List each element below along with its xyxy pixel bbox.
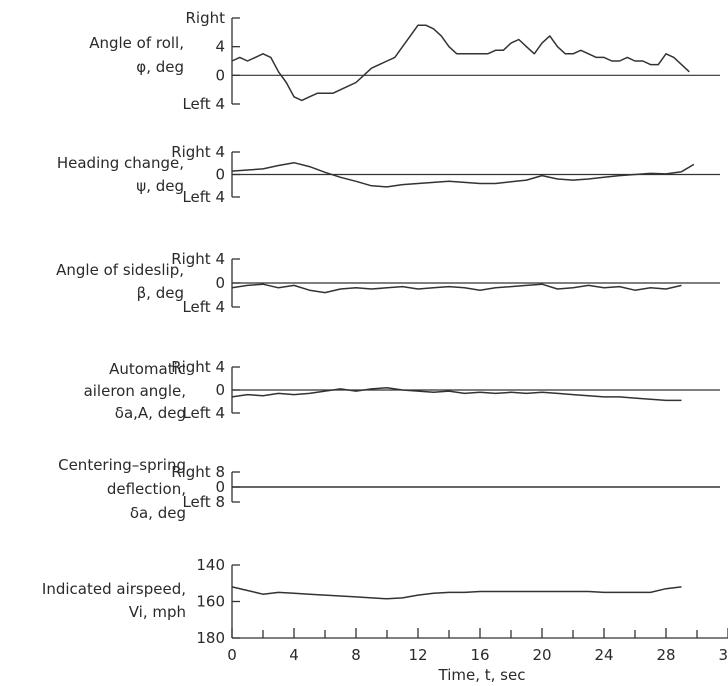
spring-tick-label-0: Right 8 (171, 463, 225, 481)
heading-tick-label-1: 0 (215, 166, 225, 184)
time-tick-label-2: 8 (351, 646, 361, 664)
airspeed-tick-label-0: 140 (196, 556, 225, 574)
aileron-tick-label-2: Left 4 (182, 404, 225, 422)
time-tick-label-4: 16 (470, 646, 489, 664)
roll-label-line-1: φ, deg (136, 58, 184, 76)
time-tick-label-5: 20 (532, 646, 551, 664)
roll-tick-label-3: Left 4 (182, 95, 225, 113)
airspeed-tick-label-1: 160 (196, 593, 225, 611)
time-tick-label-8: 32 (718, 646, 728, 664)
sideslip-trace (231, 283, 682, 294)
heading-label-line-0: Heading change, (57, 154, 184, 172)
aileron-trace (231, 386, 682, 402)
spring-label-line-1: deflection, (107, 480, 186, 498)
roll-tick-label-1: 4 (215, 38, 225, 56)
heading-label-line-1: ψ, deg (136, 177, 184, 195)
spring-panel: Centering–spring deflection, δa, deg Right … (58, 456, 720, 522)
roll-label-line-0: Angle of roll, (89, 34, 184, 52)
time-tick-label-1: 4 (289, 646, 299, 664)
aileron-tick-label-1: 0 (215, 381, 225, 399)
sideslip-tick-label-0: Right 4 (171, 250, 225, 268)
sideslip-label-line-1: β, deg (137, 284, 184, 302)
sideslip-panel: Angle of sideslip, β, deg Right 4 0 Left 4 (56, 250, 720, 316)
x-axis-label: Time, t, sec (438, 666, 526, 684)
time-tick-label-0: 0 (227, 646, 237, 664)
aileron-tick-label-0: Right 4 (171, 358, 225, 376)
time-tick-label-6: 24 (594, 646, 613, 664)
airspeed-panel: Indicated airspeed, Vi, mph 140 160 180 (42, 556, 682, 647)
aileron-label-line-2: δa,A, deg (115, 404, 186, 422)
time-axis: 0 4 8 12 16 20 24 28 32 (227, 628, 728, 664)
airspeed-label-line-1: Vi, mph (129, 603, 186, 621)
roll-panel: Angle of roll, φ, deg Right 4 0 Left 4 (89, 9, 720, 113)
spring-label-line-0: Centering–spring (58, 456, 186, 474)
heading-trace (231, 161, 695, 188)
sideslip-tick-label-1: 0 (215, 274, 225, 292)
spring-label-line-2: δa, deg (130, 504, 186, 522)
sideslip-label-line-0: Angle of sideslip, (56, 261, 184, 279)
airspeed-trace (231, 586, 682, 600)
roll-tick-label-0: Right (186, 9, 226, 27)
airspeed-tick-label-2: 180 (196, 629, 225, 647)
time-tick-label-3: 12 (408, 646, 427, 664)
spring-tick-label-1: 0 (215, 478, 225, 496)
roll-trace (231, 24, 690, 102)
time-tick-label-7: 28 (656, 646, 675, 664)
aileron-panel: Automatic aileron angle, δa,A, deg Right 4 0… (84, 358, 720, 422)
sideslip-tick-label-2: Left 4 (182, 298, 225, 316)
heading-tick-label-2: Left 4 (182, 188, 225, 206)
aileron-label-line-0: Automatic (109, 360, 186, 378)
aileron-label-line-1: aileron angle, (84, 382, 186, 400)
heading-panel: Heading change, ψ, deg Right 4 0 Left 4 (57, 143, 720, 206)
roll-tick-label-2: 0 (215, 66, 225, 84)
spring-tick-label-2: Left 8 (182, 493, 225, 511)
heading-tick-label-0: Right 4 (171, 143, 225, 161)
airspeed-label-line-0: Indicated airspeed, (42, 580, 186, 598)
